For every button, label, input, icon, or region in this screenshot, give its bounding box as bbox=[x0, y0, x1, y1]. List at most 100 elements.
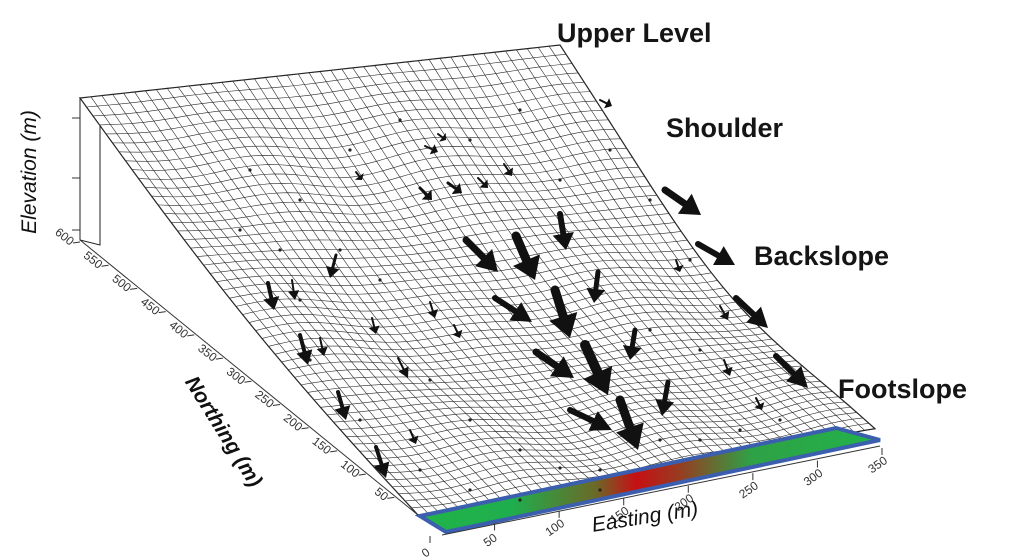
easting-tick-label: 50 bbox=[481, 530, 500, 549]
flow-dot bbox=[698, 348, 702, 352]
flow-dot bbox=[468, 138, 472, 142]
zone-label-backslope: Backslope bbox=[754, 241, 890, 271]
northing-tick-label: 450 bbox=[138, 295, 163, 319]
easting-axis-line bbox=[441, 445, 881, 536]
flow-arrow bbox=[655, 379, 675, 416]
flow-dot bbox=[398, 118, 402, 122]
zone-label-shoulder: Shoulder bbox=[666, 113, 784, 143]
flow-dot bbox=[378, 278, 382, 282]
flow-arrow bbox=[263, 281, 280, 310]
flow-dot bbox=[598, 468, 602, 472]
northing-tick-label: 500 bbox=[110, 271, 135, 295]
flow-dot bbox=[778, 418, 782, 422]
flow-arrows bbox=[238, 98, 808, 502]
flow-dot bbox=[418, 468, 422, 472]
zone-label-upper-level: Upper Level bbox=[557, 18, 712, 48]
elevation-axis-title: Elevation (m) bbox=[17, 110, 41, 234]
flow-arrow bbox=[615, 395, 644, 450]
flow-arrow bbox=[316, 337, 328, 356]
zone-label-footslope: Footslope bbox=[838, 374, 967, 404]
northing-tick-label: 350 bbox=[195, 341, 220, 365]
flow-arrow bbox=[580, 340, 613, 395]
northing-tick-label: 400 bbox=[167, 318, 192, 342]
flow-arrow bbox=[368, 317, 380, 334]
base-color-strip bbox=[414, 425, 881, 535]
flow-arrow bbox=[672, 259, 684, 272]
flow-arrow bbox=[288, 279, 300, 300]
flow-arrow bbox=[511, 231, 540, 280]
flow-arrow bbox=[567, 407, 612, 431]
flow-dot bbox=[308, 358, 312, 362]
flow-dot bbox=[278, 248, 282, 252]
elevation-ticks bbox=[72, 117, 80, 231]
flow-arrow bbox=[773, 353, 808, 388]
northing-tick-label: 550 bbox=[81, 248, 106, 272]
flow-arrow bbox=[622, 327, 642, 360]
northing-tick-label: 600 bbox=[52, 225, 77, 249]
northing-tick-label: 150 bbox=[310, 434, 335, 458]
flow-dot bbox=[648, 328, 652, 332]
flow-arrow bbox=[418, 186, 432, 200]
flow-dot bbox=[238, 228, 242, 232]
northing-tick-label: 250 bbox=[252, 387, 277, 411]
northing-tick-label: 300 bbox=[224, 364, 249, 388]
easting-tick-label: 350 bbox=[865, 453, 890, 476]
flow-arrow bbox=[296, 333, 313, 365]
flow-dot bbox=[598, 488, 602, 492]
easting-tick-label: 0 bbox=[419, 545, 433, 558]
flow-dot bbox=[688, 258, 692, 262]
flow-arrow bbox=[452, 324, 463, 338]
flow-arrow bbox=[427, 301, 439, 318]
flow-arrow bbox=[437, 132, 446, 142]
flow-dot bbox=[298, 298, 302, 302]
northing-axis-line bbox=[79, 239, 419, 516]
flow-arrow bbox=[754, 397, 765, 410]
flow-arrow bbox=[326, 253, 340, 278]
flow-arrow bbox=[733, 295, 768, 328]
flow-dot bbox=[608, 148, 612, 152]
flow-arrow bbox=[532, 348, 574, 378]
flow-dot bbox=[558, 466, 562, 470]
northing-tick-label: 100 bbox=[338, 457, 363, 481]
flow-arrow bbox=[397, 357, 409, 378]
flow-dot bbox=[468, 488, 472, 492]
flow-arrow bbox=[492, 295, 532, 322]
flow-dot bbox=[658, 438, 662, 442]
flow-dot bbox=[248, 168, 252, 172]
flow-dot bbox=[518, 498, 522, 502]
flow-arrow bbox=[334, 390, 351, 420]
flow-dot bbox=[428, 378, 432, 382]
flow-dot bbox=[518, 108, 522, 112]
terrain-mesh bbox=[78, 44, 877, 516]
flow-arrow bbox=[477, 177, 488, 188]
flow-arrow bbox=[549, 285, 578, 338]
flow-dot bbox=[358, 418, 362, 422]
flow-arrow bbox=[722, 359, 733, 376]
flow-dot bbox=[338, 248, 342, 252]
flow-dot bbox=[298, 198, 302, 202]
easting-tick-label: 100 bbox=[543, 516, 568, 539]
flow-dot bbox=[648, 198, 652, 202]
easting-tick-label: 250 bbox=[736, 478, 761, 501]
flow-arrow bbox=[661, 186, 701, 215]
flow-arrow bbox=[462, 236, 498, 272]
flow-dot bbox=[558, 178, 562, 182]
flow-dot bbox=[738, 428, 742, 432]
flow-arrow bbox=[552, 211, 574, 250]
easting-tick-label: 300 bbox=[801, 466, 826, 489]
flow-arrow bbox=[599, 98, 612, 109]
flow-arrow bbox=[446, 181, 462, 195]
flow-arrow bbox=[424, 144, 438, 155]
northing-tick-label: 50 bbox=[372, 484, 391, 503]
flow-arrow bbox=[354, 171, 364, 180]
flow-arrow bbox=[695, 241, 735, 265]
flow-dot bbox=[468, 418, 472, 422]
flow-arrow bbox=[719, 305, 730, 320]
flow-dot bbox=[698, 438, 702, 442]
flow-arrow bbox=[408, 429, 419, 444]
flow-arrow bbox=[503, 163, 514, 176]
northing-tick-label: 200 bbox=[281, 411, 306, 435]
flow-dot bbox=[348, 148, 352, 152]
flow-dot bbox=[518, 448, 522, 452]
